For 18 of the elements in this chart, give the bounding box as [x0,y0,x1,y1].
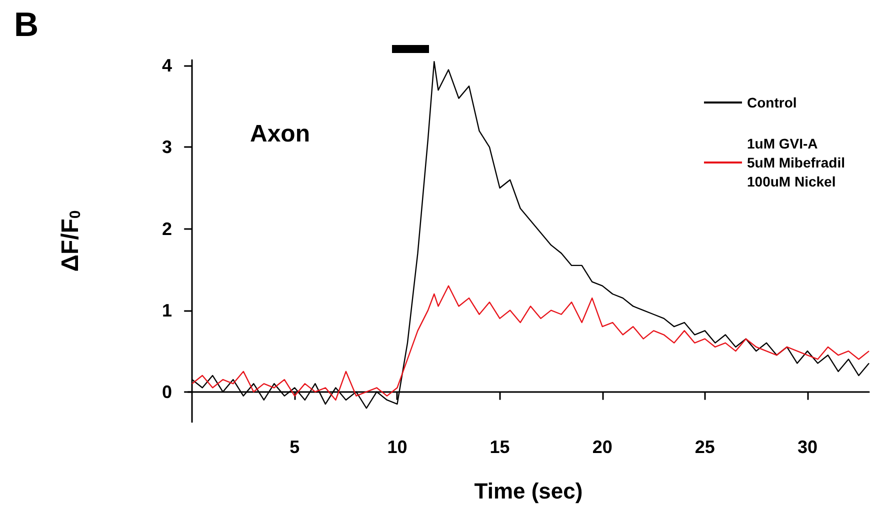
x-tick-label: 30 [797,437,818,457]
y-tick-label: 0 [162,382,172,402]
y-tick-label: 1 [162,300,172,320]
y-tick-label: 4 [162,56,172,76]
line-series [192,285,870,401]
chart-title: B [14,6,39,44]
x-axis-title: Time (sec) [474,478,583,504]
y-axis-title: ΔF/F0 [57,210,84,272]
x-tick-label: 25 [694,437,715,457]
y-tick-label: 2 [162,218,172,239]
x-tick-label: 20 [592,437,612,457]
annotation: Axon [250,120,310,148]
x-tick-label: 15 [490,437,510,457]
legend-label: 1uM GVI-A 5uM Mibefradil 100uM Nickel [746,136,846,190]
x-tick-label: 10 [387,437,408,457]
y-tick-label: 3 [162,137,172,158]
x-tick-label: 5 [290,437,300,457]
legend-label: Control [746,94,797,110]
